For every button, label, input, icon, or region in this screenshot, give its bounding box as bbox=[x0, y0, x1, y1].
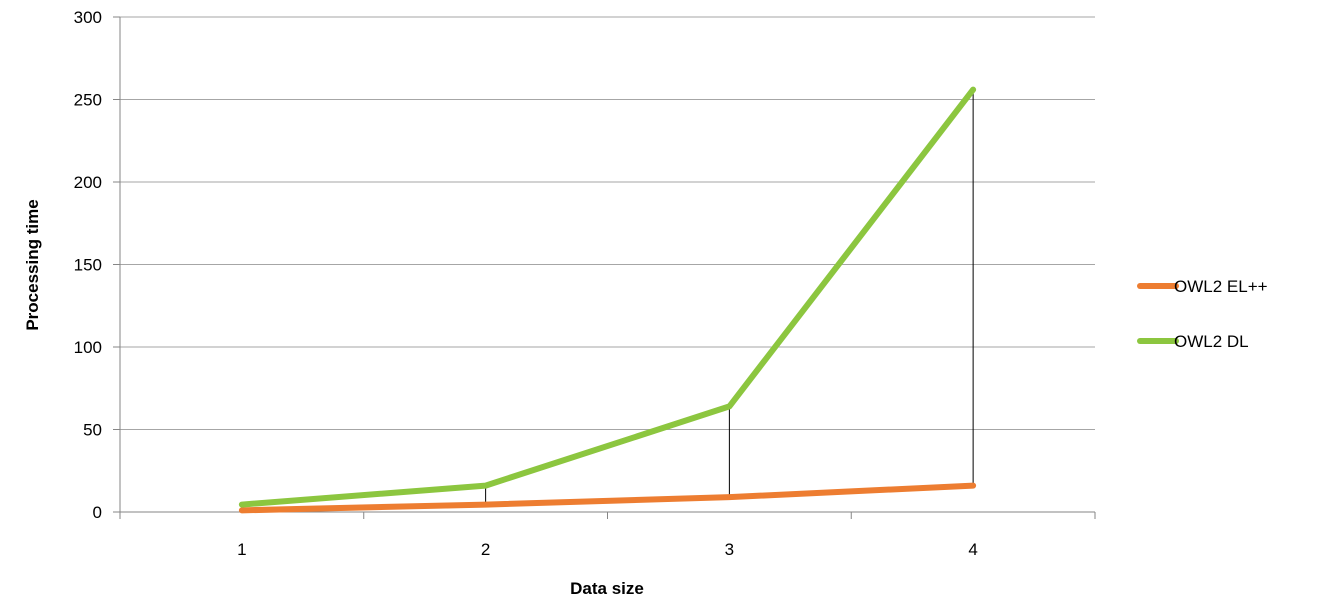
y-tick-label: 150 bbox=[74, 256, 102, 275]
y-tick-label: 0 bbox=[93, 503, 102, 522]
y-tick-label: 300 bbox=[74, 8, 102, 27]
x-tick-label: 3 bbox=[725, 540, 734, 559]
x-axis-title: Data size bbox=[570, 579, 644, 598]
legend-item: OWL2 DL bbox=[1137, 332, 1249, 351]
series-line-owl2-el bbox=[238, 482, 977, 514]
y-tick-label: 200 bbox=[74, 173, 102, 192]
x-tick-labels: 1 2 3 4 bbox=[237, 540, 978, 559]
y-tick-labels: 0 50 100 150 200 250 300 bbox=[74, 8, 102, 522]
series-line-owl2-dl bbox=[238, 86, 977, 508]
x-tick-label: 2 bbox=[481, 540, 490, 559]
legend-item: OWL2 EL++ bbox=[1137, 277, 1268, 296]
legend-label: OWL2 DL bbox=[1174, 332, 1249, 351]
legend-label: OWL2 EL++ bbox=[1174, 277, 1268, 296]
y-tick-label: 100 bbox=[74, 338, 102, 357]
x-tick-label: 1 bbox=[237, 540, 246, 559]
legend: OWL2 EL++ OWL2 DL bbox=[1137, 277, 1268, 351]
y-tick-label: 50 bbox=[83, 421, 102, 440]
axes bbox=[113, 16, 1096, 519]
y-tick-label: 250 bbox=[74, 91, 102, 110]
gridlines bbox=[120, 16, 1095, 430]
x-tick-label: 4 bbox=[968, 540, 977, 559]
series-lines bbox=[238, 86, 977, 514]
y-axis-title: Processing time bbox=[23, 199, 42, 330]
